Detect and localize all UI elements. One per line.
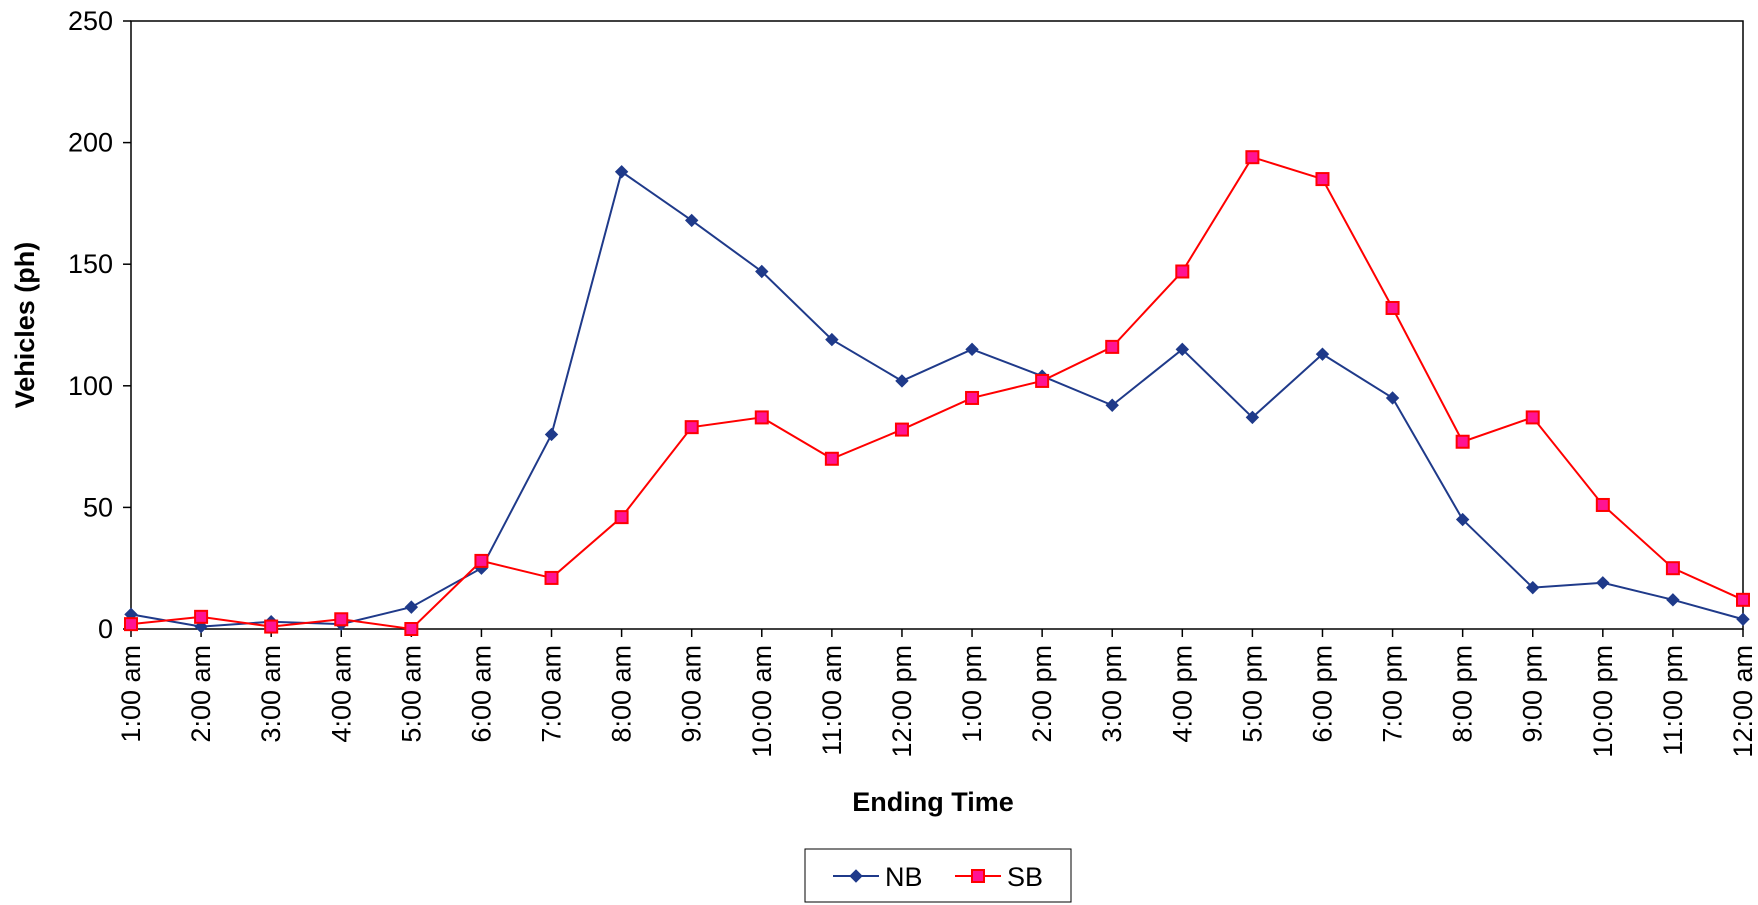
- x-tick-label: 6:00 pm: [1307, 645, 1337, 743]
- legend-label: SB: [1007, 862, 1043, 892]
- data-point: [544, 570, 559, 585]
- data-point: [1526, 580, 1540, 595]
- data-point: [1525, 410, 1540, 425]
- data-point: [1245, 150, 1260, 165]
- series-line: [130, 170, 1744, 628]
- data-point: [825, 332, 839, 347]
- x-tick-label: 9:00 am: [677, 645, 707, 743]
- data-point: [1736, 612, 1750, 626]
- data-point: [194, 609, 209, 624]
- data-point: [1315, 172, 1330, 187]
- data-point: [684, 420, 699, 435]
- x-tick-label: 9:00 pm: [1518, 645, 1548, 743]
- x-axis-title: Ending Time: [852, 787, 1014, 817]
- y-tick-label: 0: [98, 614, 113, 644]
- x-tick-label: 1:00 am: [116, 645, 146, 743]
- x-tick-label: 2:00 am: [186, 645, 216, 743]
- series-nb: [124, 165, 1750, 634]
- data-point: [334, 612, 349, 627]
- series-layer: [124, 150, 1750, 636]
- x-tick-label: 1:00 pm: [957, 645, 987, 743]
- data-point: [264, 619, 279, 634]
- x-tick-label: 12:00 pm: [887, 645, 917, 758]
- y-axis-ticks: 0 50 100 150 200 250: [68, 6, 131, 644]
- data-point: [965, 342, 979, 357]
- data-point: [614, 510, 629, 525]
- x-tick-label: 10:00 pm: [1588, 645, 1618, 758]
- data-point: [1455, 512, 1470, 527]
- data-point: [1596, 576, 1610, 590]
- x-tick-label: 6:00 am: [466, 645, 496, 743]
- data-point: [1665, 561, 1680, 576]
- data-point: [544, 427, 559, 442]
- data-point: [1105, 398, 1119, 412]
- data-point: [1315, 347, 1330, 361]
- data-point: [404, 622, 419, 636]
- x-tick-label: 11:00 pm: [1658, 645, 1688, 756]
- data-point: [1105, 339, 1120, 354]
- data-point: [1245, 410, 1260, 425]
- y-tick-label: 250: [68, 6, 113, 36]
- data-point: [1175, 342, 1190, 357]
- legend: NB SB: [804, 848, 1072, 903]
- legend-marker: [849, 869, 863, 883]
- data-point: [1666, 593, 1680, 607]
- data-point: [1595, 497, 1610, 512]
- data-point: [404, 600, 419, 614]
- data-point: [824, 451, 839, 466]
- data-point: [1175, 264, 1190, 279]
- x-tick-label: 3:00 pm: [1097, 645, 1127, 743]
- legend-item-sb: SB: [955, 862, 1043, 892]
- x-tick-label: 3:00 am: [256, 645, 286, 743]
- data-point: [754, 410, 769, 425]
- x-tick-label: 4:00 pm: [1167, 645, 1197, 743]
- series-sb: [124, 150, 1750, 636]
- data-point: [1385, 300, 1400, 315]
- x-axis-ticks: 1:00 am 2:00 am 3:00 am 4:00 am 5:00 am 6:00 …: [116, 629, 1758, 758]
- data-point: [684, 213, 699, 228]
- x-tick-label: 8:00 pm: [1448, 645, 1478, 743]
- legend-marker: [971, 869, 985, 883]
- y-axis-title: Vehicles (ph): [10, 242, 40, 409]
- data-point: [124, 617, 138, 632]
- y-tick-label: 200: [68, 128, 113, 158]
- x-tick-label: 12:00 am: [1728, 645, 1758, 758]
- data-point: [614, 165, 629, 179]
- x-tick-label: 10:00 am: [747, 645, 777, 758]
- data-point: [1736, 592, 1750, 607]
- x-tick-label: 7:00 am: [537, 645, 567, 743]
- x-tick-label: 8:00 am: [607, 645, 637, 743]
- y-tick-label: 150: [68, 249, 113, 279]
- y-tick-label: 100: [68, 371, 113, 401]
- data-point: [755, 264, 769, 279]
- x-tick-label: 5:00 pm: [1237, 645, 1267, 743]
- data-point: [1455, 434, 1470, 449]
- x-tick-label: 2:00 pm: [1027, 645, 1057, 743]
- data-point: [1385, 391, 1400, 405]
- data-point: [895, 374, 909, 388]
- x-tick-label: 7:00 pm: [1378, 645, 1408, 743]
- data-point: [474, 553, 489, 568]
- x-tick-label: 4:00 am: [326, 645, 356, 743]
- legend-item-nb: NB: [833, 862, 923, 892]
- x-tick-label: 11:00 am: [817, 645, 847, 756]
- series-line: [130, 156, 1744, 631]
- plot-area: [130, 20, 1744, 630]
- y-tick-label: 50: [83, 492, 113, 522]
- data-point: [965, 390, 980, 405]
- data-point: [1035, 373, 1050, 388]
- data-point: [894, 422, 909, 437]
- x-tick-label: 5:00 am: [396, 645, 426, 743]
- legend-label: NB: [885, 862, 923, 892]
